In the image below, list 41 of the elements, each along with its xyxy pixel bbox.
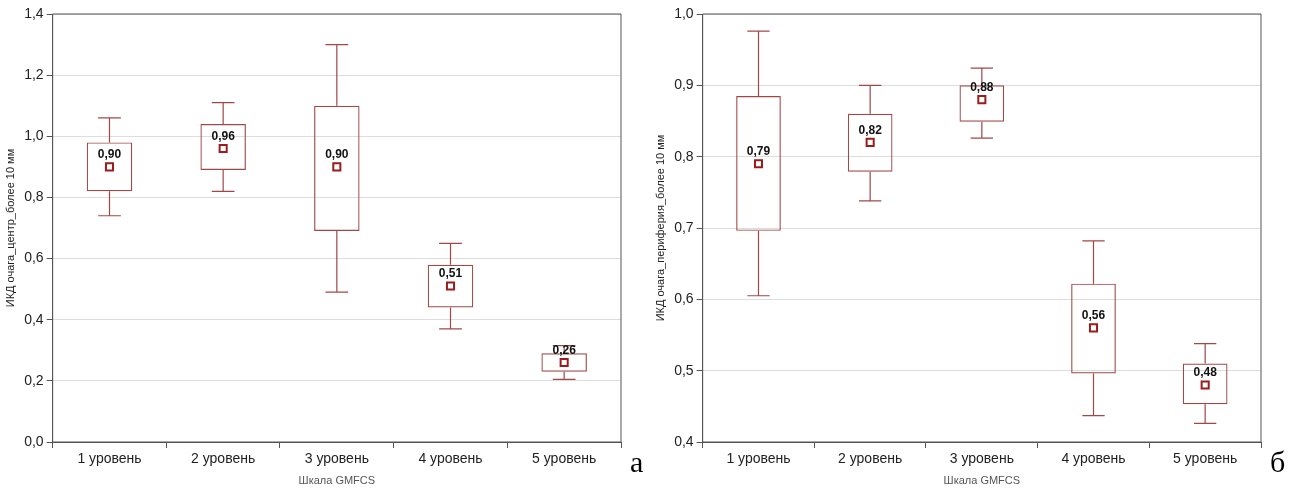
y-tick-label: 0,6: [674, 290, 694, 307]
x-tick-label: 2 уровень: [838, 450, 903, 467]
text: 0,90: [325, 147, 349, 162]
text: 0,96: [211, 128, 235, 143]
y-tick-label: 1,2: [24, 66, 44, 82]
y-tick-label: 1,0: [24, 127, 44, 144]
y-tick-label: 0,4: [674, 432, 694, 449]
text: 0,56: [1081, 308, 1106, 323]
y-tick-label: 0,4: [24, 310, 44, 327]
y-tick-label: 0,2: [24, 371, 44, 388]
x-axis-title: Шкала GMFCS: [298, 474, 376, 487]
text: 0,48: [1193, 365, 1217, 380]
text: 0,88: [970, 79, 994, 94]
x-tick-label: 2 уровень: [191, 450, 256, 467]
y-axis-title: ИКД очага_центр_более 10 мм: [3, 148, 16, 308]
y-tick-label: 0,9: [674, 76, 694, 93]
y-tick-label: 0,5: [674, 361, 694, 378]
x-tick-label: 5 уровень: [532, 450, 597, 467]
x-axis-title: Шкала GMFCS: [943, 474, 1021, 487]
y-tick-label: 0,8: [24, 188, 44, 205]
text: 0,51: [438, 266, 463, 281]
x-tick-label: 3 уровень: [304, 450, 369, 467]
x-tick-label: 5 уровень: [1173, 450, 1238, 467]
y-tick-label: 0,7: [674, 218, 694, 235]
y-tick-label: 0,6: [24, 249, 44, 266]
x-tick-label: 4 уровень: [1061, 450, 1126, 467]
text: 0,26: [552, 342, 576, 357]
text: 0,90: [97, 147, 122, 162]
x-tick-label: 1 уровень: [77, 450, 142, 467]
x-tick-label: 3 уровень: [949, 450, 1014, 467]
text: а: [630, 445, 644, 479]
y-tick-label: 0,0: [24, 432, 44, 449]
text: б: [1270, 445, 1286, 479]
text: 0,79: [746, 144, 771, 159]
y-tick-label: 0,8: [674, 147, 694, 164]
text: 0,82: [858, 122, 882, 137]
y-tick-label: 1,4: [24, 4, 44, 21]
x-tick-label: 1 уровень: [726, 450, 791, 467]
x-tick-label: 4 уровень: [418, 450, 483, 467]
y-axis-title: ИКД очага_периферия_более 10 мм: [653, 134, 666, 322]
y-tick-label: 1,0: [674, 4, 694, 21]
